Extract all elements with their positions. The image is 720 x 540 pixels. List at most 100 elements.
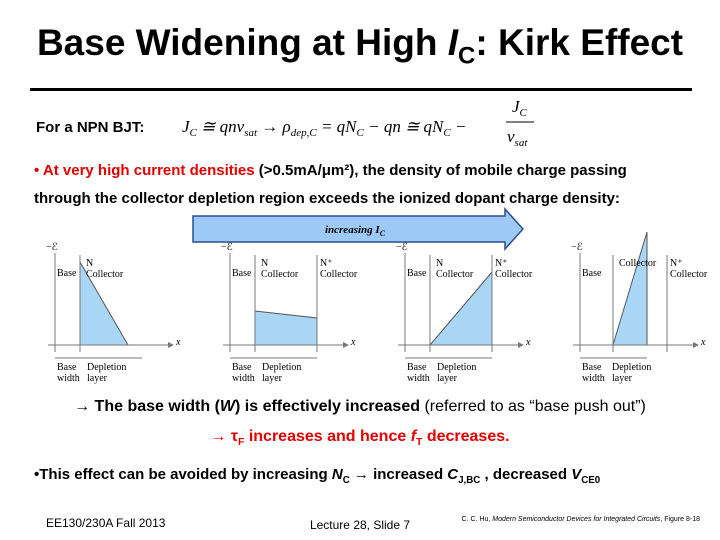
eq-part: − qn ≅ qN xyxy=(364,117,445,136)
title: Base Widening at High IC: Kirk Effect xyxy=(0,22,720,70)
equation: JC ≅ qnvsat → ρdep,C = qNC − qn ≅ qNC − xyxy=(182,117,466,139)
axis-label: −ℰ xyxy=(221,242,233,253)
citation-text: , Figure 8-18 xyxy=(660,516,700,523)
eq-part: v xyxy=(507,127,515,146)
arrow-sub: C xyxy=(380,229,386,238)
result-text: τ xyxy=(226,428,239,445)
bullet-text: (>0.5mA/μm²), the density of mobile char… xyxy=(254,162,627,179)
footer-citation: C. C. Hu, Modern Semiconductor Devices f… xyxy=(462,516,701,523)
eq-sub: C xyxy=(443,127,451,139)
eq-denominator: vsat xyxy=(507,127,528,149)
result-sub: T xyxy=(416,437,423,449)
conclusion-sub: C xyxy=(342,475,350,486)
conclusion-sub: CE0 xyxy=(581,475,601,486)
field-profile xyxy=(254,310,318,346)
depletion-label: Depletion xyxy=(437,362,476,373)
nplus-label: N⁺ xyxy=(320,258,333,269)
eq-part: J xyxy=(512,97,521,116)
collector-label: Collector xyxy=(86,269,124,280)
collector-label: Collector xyxy=(670,269,708,280)
base-label: Base xyxy=(407,268,427,279)
title-rest: : Kirk Effect xyxy=(475,22,684,63)
collector-label: Collector xyxy=(261,269,299,280)
result-italic: W xyxy=(219,398,236,415)
result-sub: F xyxy=(238,437,245,449)
result2: → τF increases and hence fT decreases. xyxy=(0,428,720,448)
conclusion-text: •This effect can be avoided by increasin… xyxy=(34,466,332,483)
arrow-label: increasing IC xyxy=(325,224,386,238)
conclusion-text: → increased xyxy=(349,466,448,483)
intro: For a NPN BJT: xyxy=(36,119,145,136)
collector-label: Collector xyxy=(320,269,358,280)
increasing-arrow xyxy=(192,207,525,251)
base-width-label: width xyxy=(407,373,430,384)
depletion-label: layer xyxy=(437,373,458,384)
x-arrowhead xyxy=(343,342,349,348)
eq-sub: C xyxy=(190,127,198,139)
base-width-label: width xyxy=(232,373,255,384)
x-label: x xyxy=(175,337,181,348)
eq-sub: sat xyxy=(244,127,258,139)
eq-part: → ρ xyxy=(257,117,291,136)
n-label: N xyxy=(86,258,93,269)
citation-text: C. C. Hu, xyxy=(461,516,493,523)
eq-sub: dep,C xyxy=(291,127,318,139)
x-arrowhead xyxy=(168,342,174,348)
eq-sub: C xyxy=(357,127,365,139)
panels: −ℰBaseNCollectorxBasewidthDepletionlayer… xyxy=(46,231,708,384)
eq-part: ≅ qnv xyxy=(197,117,245,136)
axis-label: −ℰ xyxy=(396,242,408,253)
x-label: x xyxy=(525,337,531,348)
eq-part: − xyxy=(451,117,467,136)
base-label: Base xyxy=(57,268,77,279)
result-text: decreases. xyxy=(422,428,510,445)
bullet-highlight: At very high current densities xyxy=(42,162,255,179)
depletion-label: layer xyxy=(612,373,633,384)
result-text: increases and hence xyxy=(244,428,411,445)
n-label: Collector xyxy=(619,258,657,269)
base-width-label: Base xyxy=(57,362,77,373)
conclusion-italic: N xyxy=(331,466,343,483)
result-italic: f xyxy=(410,428,417,445)
nplus-label: N⁺ xyxy=(670,258,683,269)
x-label: x xyxy=(350,337,356,348)
eq-part: J xyxy=(182,117,191,136)
eq-part: = qN xyxy=(317,117,358,136)
base-label: Base xyxy=(582,268,602,279)
base-width-label: width xyxy=(57,373,80,384)
axis-label: −ℰ xyxy=(46,242,58,253)
base-width-label: width xyxy=(582,373,605,384)
arrow-symbol: → xyxy=(74,398,91,415)
depletion-label: Depletion xyxy=(87,362,126,373)
x-label: x xyxy=(700,337,706,348)
title-text: Base Widening at High xyxy=(36,22,448,63)
base-width-label: Base xyxy=(582,362,602,373)
depletion-label: Depletion xyxy=(612,362,651,373)
result1: → The base width (W) is effectively incr… xyxy=(0,398,720,416)
bullet-text: through the collector depletion region e… xyxy=(34,190,620,207)
n-label: N xyxy=(261,258,268,269)
conclusion-text: , decreased xyxy=(480,466,572,483)
bullet-marker: • xyxy=(34,162,40,179)
conclusion-italic: C xyxy=(447,466,459,483)
arrow-symbol: → xyxy=(210,428,227,445)
arrow-text: increasing I xyxy=(325,224,380,236)
eq-sub: C xyxy=(520,107,528,119)
conclusion-sub: J,BC xyxy=(458,475,481,486)
citation-book: Modern Semiconductor Devices for Integra… xyxy=(492,516,661,523)
title-italic: I xyxy=(447,22,459,63)
conclusion: •This effect can be avoided by increasin… xyxy=(34,466,600,486)
result-note: (referred to as “base push out”) xyxy=(420,398,646,415)
x-arrowhead xyxy=(693,342,699,348)
nplus-label: N⁺ xyxy=(495,258,508,269)
collector-label: Collector xyxy=(436,269,474,280)
result-text: ) is effectively increased xyxy=(235,398,420,415)
title-rule xyxy=(30,88,692,91)
x-arrowhead xyxy=(518,342,524,348)
eq-numerator: JC xyxy=(512,97,528,119)
bullet: • At very high current densities (>0.5mA… xyxy=(34,157,627,213)
title-sub: C xyxy=(458,42,476,70)
field-profile xyxy=(428,270,493,346)
